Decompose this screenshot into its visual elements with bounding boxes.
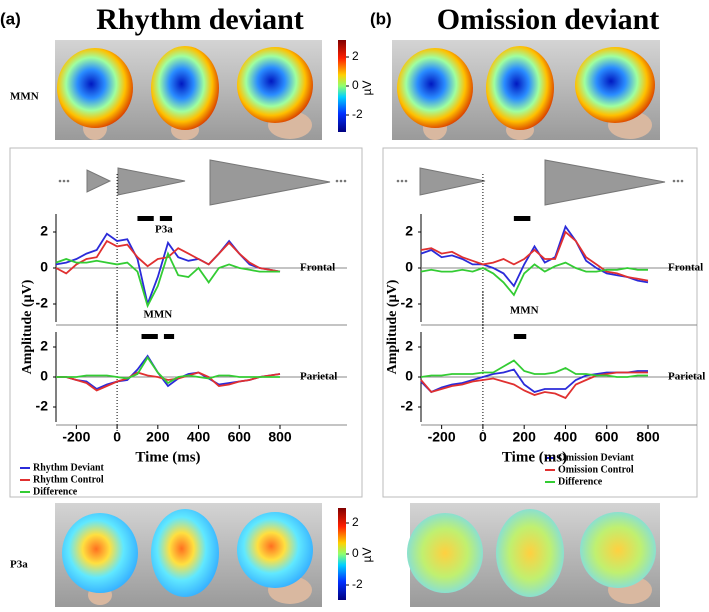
x-tick-label: -200 — [428, 429, 456, 445]
significance-bar — [513, 216, 531, 221]
y-tick-label: 0 — [40, 368, 48, 384]
legend-label: Difference — [558, 476, 603, 487]
y-tick-label: 2 — [40, 223, 48, 239]
series-line — [55, 251, 280, 309]
y-tick-label: -2 — [401, 295, 414, 311]
y-tick-label: -2 — [401, 398, 414, 414]
region-label: Frontal — [668, 262, 703, 274]
y-tick-label: 2 — [405, 223, 413, 239]
x-axis-label: Time (ms) — [502, 449, 567, 465]
panel-label: (b) — [370, 9, 392, 28]
x-tick-label: 600 — [228, 429, 252, 445]
y-tick-label: -2 — [36, 398, 49, 414]
legend-label: Omission Control — [558, 464, 634, 475]
row-label: P3a — [10, 559, 28, 571]
panel-title: Rhythm deviant — [96, 3, 304, 36]
x-tick-label: 400 — [187, 429, 211, 445]
y-tick-label: -2 — [36, 295, 49, 311]
region-label: Parietal — [668, 371, 705, 383]
y-tick-label: 2 — [405, 338, 413, 354]
x-tick-label: 800 — [636, 429, 660, 445]
significance-bar — [163, 334, 175, 339]
colorbar-tick-label: 2 — [352, 49, 359, 63]
y-tick-label: 2 — [40, 338, 48, 354]
y-axis-label: Amplitude (µV) — [385, 279, 400, 374]
x-tick-label: 200 — [146, 429, 170, 445]
x-tick-label: 400 — [554, 429, 578, 445]
legend-label: Difference — [33, 486, 78, 497]
annotation: MMN — [510, 305, 539, 317]
x-tick-label: 600 — [595, 429, 619, 445]
x-tick-label: 0 — [479, 429, 487, 445]
x-tick-label: 200 — [513, 429, 537, 445]
significance-bar — [159, 216, 173, 221]
legend-label: Omission Deviant — [558, 452, 635, 463]
significance-bar — [141, 334, 158, 339]
region-label: Parietal — [300, 371, 337, 383]
colorbar-tick-label: 0 — [352, 546, 359, 560]
colorbar-tick-label: 0 — [352, 78, 359, 92]
series-line — [55, 239, 281, 275]
panel-title: Omission deviant — [437, 3, 660, 36]
x-axis-label: Time (ms) — [135, 449, 200, 465]
series-line — [420, 359, 648, 378]
colorbar-unit: µV — [360, 81, 374, 96]
annotation: MMN — [143, 308, 172, 320]
colorbar-tick-label: 2 — [352, 515, 359, 529]
panel-label: (a) — [0, 9, 21, 28]
significance-bar — [513, 334, 527, 339]
y-tick-label: 0 — [405, 368, 413, 384]
y-axis-label: Amplitude (µV) — [20, 279, 35, 374]
colorbar-tick-label: -2 — [352, 577, 363, 591]
series-line — [56, 354, 281, 391]
legend-label: Rhythm Control — [33, 474, 104, 485]
x-tick-label: 800 — [268, 429, 292, 445]
significance-bar — [137, 216, 154, 221]
annotation: P3a — [155, 224, 173, 236]
x-tick-label: -200 — [62, 429, 90, 445]
x-tick-label: 0 — [113, 429, 121, 445]
y-tick-label: 0 — [40, 259, 48, 275]
series-line — [56, 355, 280, 385]
y-tick-label: 0 — [405, 259, 413, 275]
series-line — [420, 368, 648, 394]
region-label: Frontal — [300, 262, 335, 274]
series-line — [420, 230, 649, 282]
stimulus-sequence — [58, 159, 684, 206]
topo-maps — [55, 40, 660, 607]
colorbar-unit: µV — [360, 548, 374, 563]
frames — [9, 147, 698, 498]
legend-label: Rhythm Deviant — [33, 462, 105, 473]
series-line — [420, 371, 648, 400]
series-line — [420, 261, 648, 297]
row-label: MMN — [10, 91, 39, 103]
colorbar-tick-label: -2 — [352, 107, 363, 121]
series-line — [420, 224, 649, 288]
series-line — [56, 371, 281, 392]
